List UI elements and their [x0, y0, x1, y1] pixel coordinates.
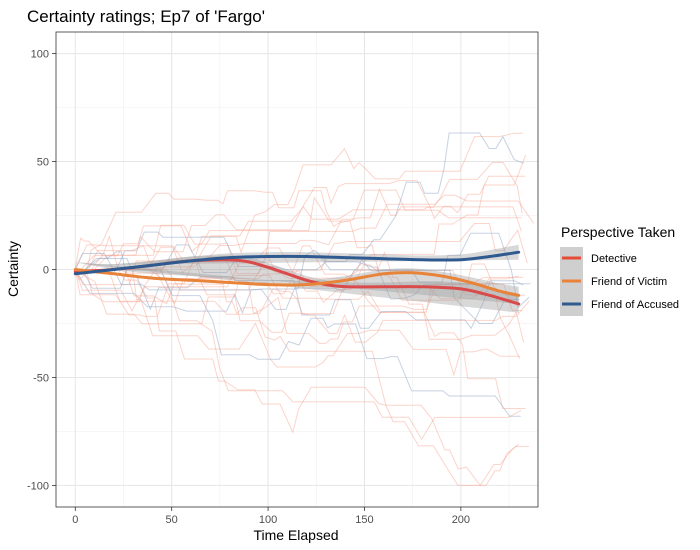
- raw-trace-accused: [75, 269, 521, 417]
- x-tick-label: 0: [72, 514, 78, 526]
- legend-entry-label: Friend of Victim: [591, 276, 667, 288]
- raw-trace: [75, 245, 526, 303]
- y-tick-label: 50: [37, 157, 49, 169]
- legend-entry-label: Friend of Accused: [591, 299, 679, 311]
- y-tick-label: 100: [31, 49, 49, 61]
- y-tick-label: -50: [33, 372, 49, 384]
- raw-trace: [74, 132, 523, 317]
- raw-trace: [74, 260, 529, 487]
- raw-trace-accused: [74, 232, 530, 315]
- smooth-lines: [73, 250, 521, 306]
- y-tick-label: 0: [43, 265, 49, 277]
- raw-trace: [74, 194, 535, 312]
- raw-trace: [74, 162, 523, 274]
- raw-trace-accused: [75, 251, 524, 330]
- x-tick-label: 100: [259, 514, 277, 526]
- smooth-line-friend-of-accused: [73, 250, 521, 276]
- smooth-line-friend-of-victim: [73, 268, 521, 297]
- raw-trace: [75, 187, 522, 274]
- x-tick-label: 50: [166, 514, 178, 526]
- raw-trace: [75, 154, 527, 325]
- x-tick-label: 150: [355, 514, 373, 526]
- legend-entry-label: Detective: [591, 253, 637, 265]
- raw-trace: [74, 234, 520, 486]
- raw-trace: [75, 263, 522, 441]
- raw-trace: [75, 245, 523, 314]
- chart-title: Certainty ratings; Ep7 of 'Fargo': [27, 7, 265, 26]
- raw-trace: [75, 175, 525, 270]
- raw-trace: [75, 224, 519, 300]
- x-tick-label: 200: [452, 514, 470, 526]
- raw-trace: [75, 189, 522, 270]
- raw-trace: [75, 269, 520, 377]
- raw-trace-accused: [74, 132, 524, 291]
- legend: Perspective Taken Detective Friend of Vic…: [560, 224, 679, 316]
- legend-title: Perspective Taken: [561, 224, 675, 240]
- y-axis-ticks: -100 -50 0 50 100: [27, 49, 56, 492]
- y-tick-label: -100: [27, 480, 49, 492]
- x-axis-label: Time Elapsed: [253, 527, 338, 543]
- raw-trace: [75, 251, 525, 343]
- y-axis-label: Certainty: [5, 241, 21, 297]
- x-axis-ticks: 0 50 100 150 200: [72, 507, 470, 526]
- raw-trace: [75, 269, 524, 344]
- raw-trace-accused: [75, 231, 531, 300]
